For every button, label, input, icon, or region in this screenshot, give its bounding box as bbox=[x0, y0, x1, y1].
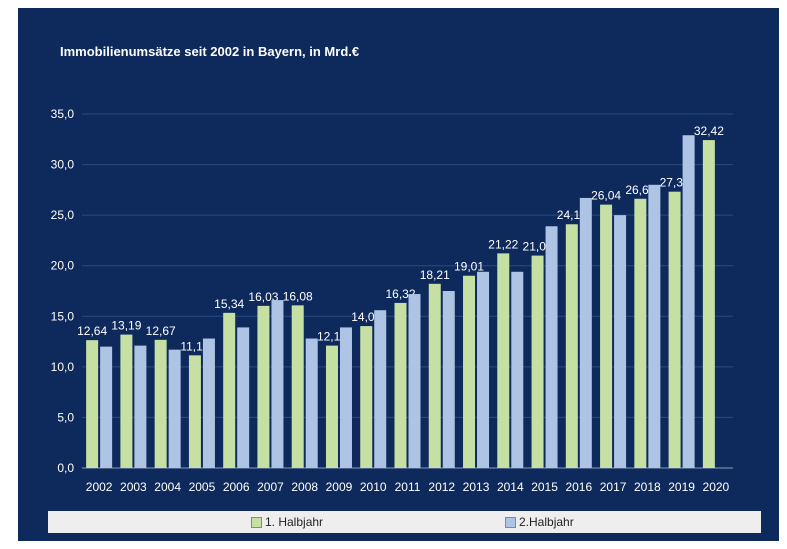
data-label: 27,32 bbox=[660, 176, 690, 190]
data-label: 19,01 bbox=[454, 260, 484, 274]
bar-2-halbjahr bbox=[408, 294, 421, 468]
x-tick-label: 2002 bbox=[86, 480, 113, 494]
data-label: 16,08 bbox=[283, 289, 313, 303]
bar-2-halbjahr bbox=[237, 327, 250, 468]
data-label: 18,21 bbox=[420, 268, 450, 282]
x-tick-label: 2006 bbox=[223, 480, 250, 494]
bar-2-halbjahr bbox=[202, 338, 215, 468]
bar-1-halbjahr bbox=[428, 283, 441, 468]
y-tick-label: 35,0 bbox=[51, 107, 75, 121]
x-tick-label: 2003 bbox=[120, 480, 147, 494]
bar-2-halbjahr bbox=[682, 135, 695, 468]
data-label: 21,00 bbox=[523, 240, 553, 254]
bar-1-halbjahr bbox=[497, 253, 510, 468]
legend-swatch-2-halbjahr bbox=[505, 516, 516, 528]
bar-1-halbjahr bbox=[257, 305, 270, 468]
x-tick-label: 2018 bbox=[634, 480, 661, 494]
chart-title: Immobilienumsätze seit 2002 in Bayern, i… bbox=[60, 44, 360, 59]
data-label: 16,32 bbox=[385, 287, 415, 301]
data-label: 32,42 bbox=[694, 124, 724, 138]
bar-1-halbjahr bbox=[634, 198, 647, 468]
y-tick-label: 30,0 bbox=[51, 158, 75, 172]
x-tick-label: 2011 bbox=[395, 480, 421, 494]
bar-1-halbjahr bbox=[325, 345, 338, 468]
data-label: 26,62 bbox=[625, 183, 655, 197]
x-tick-label: 2009 bbox=[326, 480, 353, 494]
data-label: 14,03 bbox=[351, 310, 381, 324]
x-tick-label: 2020 bbox=[703, 480, 730, 494]
legend-item-2-halbjahr: 2.Halbjahr bbox=[505, 515, 574, 529]
y-tick-label: 25,0 bbox=[51, 208, 75, 222]
x-tick-label: 2019 bbox=[668, 480, 695, 494]
x-tick-label: 2007 bbox=[257, 480, 284, 494]
y-tick-label: 0,0 bbox=[57, 461, 74, 475]
bar-1-halbjahr bbox=[188, 355, 201, 468]
x-tick-label: 2015 bbox=[531, 480, 558, 494]
x-tick-label: 2017 bbox=[600, 480, 627, 494]
bar-1-halbjahr bbox=[668, 191, 681, 468]
bar-1-halbjahr bbox=[291, 305, 304, 468]
bar-1-halbjahr bbox=[463, 275, 476, 468]
data-label: 21,22 bbox=[488, 237, 518, 251]
chart-panel: Immobilienumsätze seit 2002 in Bayern, i… bbox=[18, 8, 779, 541]
bar-1-halbjahr bbox=[223, 312, 236, 468]
legend-label-1-halbjahr: 1. Halbjahr bbox=[265, 515, 324, 529]
data-label: 26,04 bbox=[591, 189, 621, 203]
bar-2-halbjahr bbox=[477, 271, 490, 468]
legend-label-2-halbjahr: 2.Halbjahr bbox=[519, 515, 574, 529]
data-label: 11,14 bbox=[180, 339, 209, 353]
bar-2-halbjahr bbox=[579, 197, 592, 468]
x-tick-label: 2005 bbox=[189, 480, 216, 494]
legend: 1. Halbjahr 2.Halbjahr bbox=[48, 511, 761, 533]
bar-1-halbjahr bbox=[120, 334, 133, 468]
data-label: 12,67 bbox=[146, 324, 176, 338]
bar-2-halbjahr bbox=[442, 291, 455, 468]
legend-item-1-halbjahr: 1. Halbjahr bbox=[251, 515, 323, 529]
bar-1-halbjahr bbox=[394, 302, 407, 468]
bar-2-halbjahr bbox=[374, 310, 387, 468]
bar-1-halbjahr bbox=[154, 339, 167, 468]
x-tick-label: 2004 bbox=[154, 480, 181, 494]
data-label: 12,64 bbox=[77, 324, 107, 338]
bar-2-halbjahr bbox=[305, 338, 318, 468]
x-tick-label: 2014 bbox=[497, 480, 524, 494]
bar-2-halbjahr bbox=[648, 184, 661, 469]
bar-2-halbjahr bbox=[168, 349, 181, 468]
bar-1-halbjahr bbox=[360, 326, 373, 468]
bar-2-halbjahr bbox=[134, 345, 147, 468]
bar-2-halbjahr bbox=[545, 226, 558, 468]
bar-1-halbjahr bbox=[702, 140, 715, 469]
data-label: 13,19 bbox=[111, 319, 141, 333]
bar-chart: 0,0 5,0 10,0 15,0 20,0 25,0 30,0 35,0 12,64 2002 1… bbox=[51, 107, 733, 494]
x-tick-label: 2013 bbox=[463, 480, 490, 494]
bar-2-halbjahr bbox=[271, 300, 284, 468]
bar-1-halbjahr bbox=[531, 255, 544, 468]
data-label: 16,03 bbox=[248, 290, 278, 304]
x-tick-label: 2016 bbox=[565, 480, 592, 494]
bar-2-halbjahr bbox=[339, 327, 352, 468]
legend-swatch-1-halbjahr bbox=[251, 516, 262, 528]
bar-2-halbjahr bbox=[100, 346, 113, 468]
y-tick-label: 20,0 bbox=[51, 259, 75, 273]
x-tick-label: 2010 bbox=[360, 480, 387, 494]
y-tick-label: 15,0 bbox=[51, 309, 75, 323]
x-tick-label: 2008 bbox=[291, 480, 318, 494]
bar-2-halbjahr bbox=[614, 215, 627, 468]
bar-1-halbjahr bbox=[86, 340, 99, 468]
bar-2-halbjahr bbox=[511, 271, 524, 468]
data-label: 24,10 bbox=[557, 208, 587, 222]
y-tick-label: 10,0 bbox=[51, 360, 75, 374]
data-label: 15,34 bbox=[214, 297, 244, 311]
x-tick-label: 2012 bbox=[428, 480, 455, 494]
data-label: 12,10 bbox=[317, 330, 347, 344]
y-tick-label: 5,0 bbox=[57, 410, 74, 424]
bar-1-halbjahr bbox=[565, 224, 578, 468]
bar-1-halbjahr bbox=[600, 204, 613, 468]
